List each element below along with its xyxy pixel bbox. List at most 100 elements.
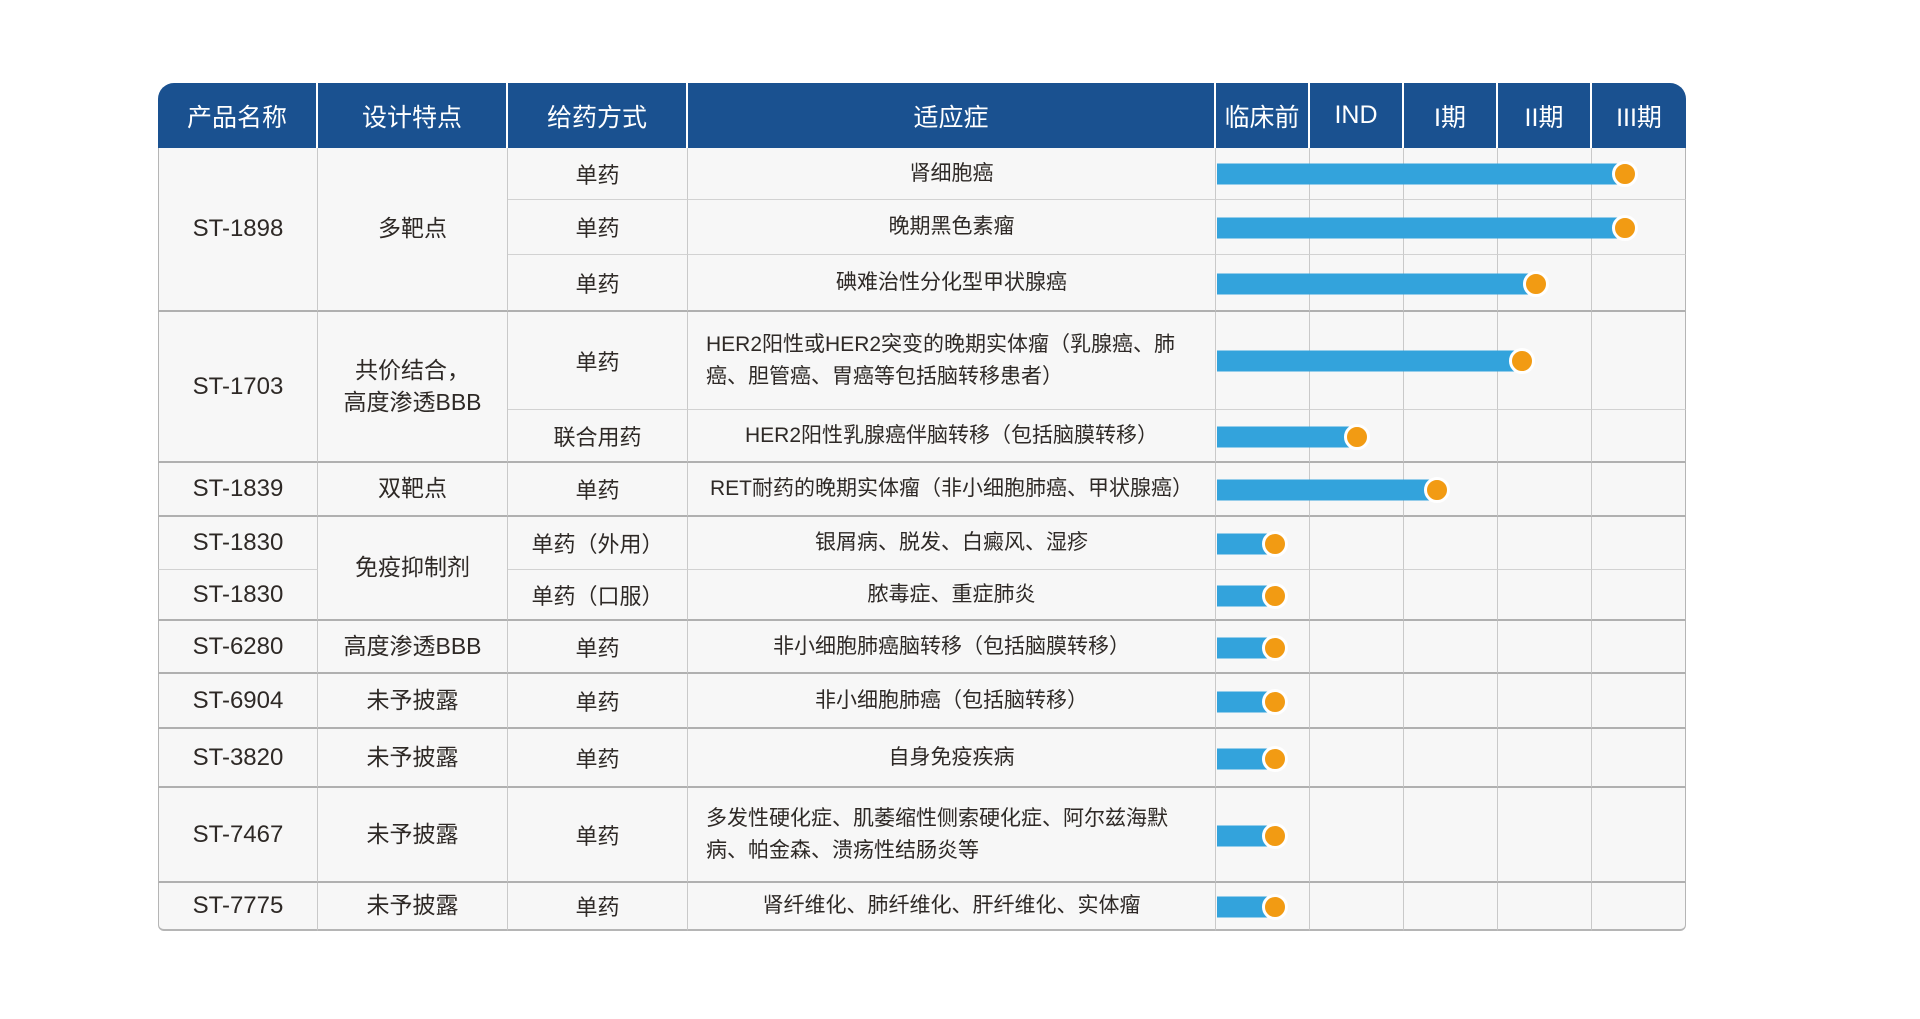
phase-cell bbox=[1498, 570, 1592, 621]
design-feature: 多靶点 bbox=[318, 148, 508, 312]
phase-cell bbox=[1592, 255, 1686, 312]
column-header-phase1: I期 bbox=[1404, 83, 1498, 148]
phase-cell bbox=[1404, 883, 1498, 931]
phase-cell bbox=[1310, 570, 1404, 621]
phase-cell bbox=[1498, 729, 1592, 788]
phase-cell bbox=[1216, 729, 1310, 788]
indication: 非小细胞肺癌（包括脑转移） bbox=[688, 674, 1216, 729]
phase-cell bbox=[1592, 621, 1686, 674]
indication: RET耐药的晚期实体瘤（非小细胞肺癌、甲状腺癌） bbox=[688, 463, 1216, 517]
drug-pipeline-table: 产品名称 设计特点 给药方式 适应症 临床前 IND I期 II期 III期 S… bbox=[158, 83, 1686, 931]
indication: 银屑病、脱发、白癜风、湿疹 bbox=[688, 517, 1216, 570]
indication: 肾纤维化、肺纤维化、肝纤维化、实体瘤 bbox=[688, 883, 1216, 931]
phase-cell bbox=[1592, 312, 1686, 410]
column-header-indication: 适应症 bbox=[688, 83, 1216, 148]
indication: 肾细胞癌 bbox=[688, 148, 1216, 200]
design-feature: 免疫抑制剂 bbox=[318, 517, 508, 621]
phase-cell bbox=[1404, 312, 1498, 410]
dosing-method: 单药 bbox=[508, 148, 688, 200]
phase-cell bbox=[1592, 517, 1686, 570]
phase-cell bbox=[1216, 255, 1310, 312]
phase-cell bbox=[1310, 255, 1404, 312]
dosing-method: 单药 bbox=[508, 883, 688, 931]
dosing-method: 单药 bbox=[508, 788, 688, 883]
column-header-method: 给药方式 bbox=[508, 83, 688, 148]
phase-cell bbox=[1310, 621, 1404, 674]
product-name: ST-1839 bbox=[158, 463, 318, 517]
phase-cell bbox=[1310, 729, 1404, 788]
indication: 自身免疫疾病 bbox=[688, 729, 1216, 788]
phase-cell bbox=[1310, 674, 1404, 729]
phase-cell bbox=[1498, 312, 1592, 410]
phase-cell bbox=[1404, 148, 1498, 200]
phase-cell bbox=[1310, 148, 1404, 200]
phase-cell bbox=[1498, 200, 1592, 255]
phase-cell bbox=[1216, 463, 1310, 517]
phase-cell bbox=[1404, 255, 1498, 312]
phase-cell bbox=[1498, 517, 1592, 570]
product-name: ST-6280 bbox=[158, 621, 318, 674]
phase-cell bbox=[1404, 410, 1498, 463]
phase-cell bbox=[1310, 883, 1404, 931]
phase-cell bbox=[1592, 729, 1686, 788]
phase-cell bbox=[1310, 463, 1404, 517]
product-name: ST-1703 bbox=[158, 312, 318, 463]
dosing-method: 单药 bbox=[508, 463, 688, 517]
phase-cell bbox=[1310, 788, 1404, 883]
column-header-ind: IND bbox=[1310, 83, 1404, 148]
phase-cell bbox=[1404, 674, 1498, 729]
dosing-method: 单药 bbox=[508, 255, 688, 312]
design-feature: 未予披露 bbox=[318, 883, 508, 931]
phase-cell bbox=[1592, 463, 1686, 517]
phase-cell bbox=[1404, 517, 1498, 570]
product-name: ST-1830 bbox=[158, 570, 318, 621]
dosing-method: 单药 bbox=[508, 729, 688, 788]
product-name: ST-1830 bbox=[158, 517, 318, 570]
dosing-method: 单药 bbox=[508, 200, 688, 255]
dosing-method: 联合用药 bbox=[508, 410, 688, 463]
phase-cell bbox=[1310, 200, 1404, 255]
product-name: ST-7775 bbox=[158, 883, 318, 931]
phase-cell bbox=[1592, 788, 1686, 883]
phase-cell bbox=[1498, 621, 1592, 674]
phase-cell bbox=[1592, 883, 1686, 931]
column-header-preclinical: 临床前 bbox=[1216, 83, 1310, 148]
product-name: ST-1898 bbox=[158, 148, 318, 312]
phase-cell bbox=[1216, 883, 1310, 931]
product-name: ST-7467 bbox=[158, 788, 318, 883]
phase-cell bbox=[1592, 410, 1686, 463]
phase-cell bbox=[1216, 517, 1310, 570]
design-feature: 双靶点 bbox=[318, 463, 508, 517]
dosing-method: 单药（外用） bbox=[508, 517, 688, 570]
phase-cell bbox=[1592, 200, 1686, 255]
phase-cell bbox=[1498, 255, 1592, 312]
phase-cell bbox=[1592, 674, 1686, 729]
indication: HER2阳性或HER2突变的晚期实体瘤（乳腺癌、肺癌、胆管癌、胃癌等包括脑转移患… bbox=[688, 312, 1216, 410]
phase-cell bbox=[1216, 570, 1310, 621]
dosing-method: 单药 bbox=[508, 312, 688, 410]
phase-cell bbox=[1498, 148, 1592, 200]
phase-cell bbox=[1216, 621, 1310, 674]
product-name: ST-3820 bbox=[158, 729, 318, 788]
product-name: ST-6904 bbox=[158, 674, 318, 729]
dosing-method: 单药 bbox=[508, 621, 688, 674]
phase-cell bbox=[1310, 517, 1404, 570]
phase-cell bbox=[1498, 883, 1592, 931]
design-feature: 未予披露 bbox=[318, 729, 508, 788]
phase-cell bbox=[1216, 674, 1310, 729]
phase-cell bbox=[1216, 788, 1310, 883]
indication: 脓毒症、重症肺炎 bbox=[688, 570, 1216, 621]
dosing-method: 单药（口服） bbox=[508, 570, 688, 621]
phase-cell bbox=[1216, 148, 1310, 200]
dosing-method: 单药 bbox=[508, 674, 688, 729]
phase-cell bbox=[1404, 729, 1498, 788]
indication: HER2阳性乳腺癌伴脑转移（包括脑膜转移） bbox=[688, 410, 1216, 463]
design-feature: 未予披露 bbox=[318, 674, 508, 729]
phase-cell bbox=[1216, 200, 1310, 255]
indication: 碘难治性分化型甲状腺癌 bbox=[688, 255, 1216, 312]
column-header-phase3: III期 bbox=[1592, 83, 1686, 148]
phase-cell bbox=[1498, 788, 1592, 883]
phase-cell bbox=[1498, 674, 1592, 729]
phase-cell bbox=[1216, 410, 1310, 463]
phase-cell bbox=[1498, 410, 1592, 463]
